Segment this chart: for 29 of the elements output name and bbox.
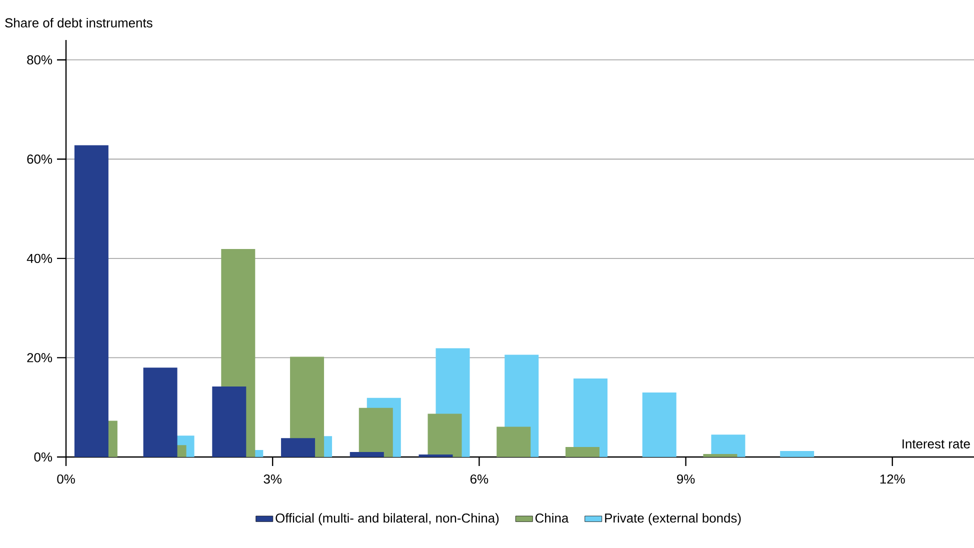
- bar: [350, 452, 384, 457]
- x-tick-label: 0%: [57, 474, 75, 484]
- bar: [703, 454, 738, 457]
- y-tick-label: 20%: [27, 353, 52, 362]
- x-tick-label: 9%: [677, 474, 695, 484]
- x-tick-label: 3%: [264, 474, 282, 484]
- bar: [780, 451, 814, 457]
- x-tick-label: 12%: [880, 474, 905, 484]
- x-tick-label: 6%: [470, 474, 488, 484]
- legend-label: Official (multi- and bilateral, non-China): [276, 513, 499, 526]
- y-axis-title: Share of debt instruments: [5, 18, 152, 28]
- bar: [281, 438, 316, 457]
- x-axis-title: Interest rate: [902, 439, 970, 448]
- bar: [428, 414, 462, 457]
- y-tick-label: 40%: [26, 254, 52, 263]
- bar: [212, 386, 246, 457]
- bar: [358, 408, 393, 457]
- bar: [143, 368, 178, 457]
- bar: [573, 378, 608, 457]
- y-tick-label: 80%: [27, 55, 52, 64]
- legend-label: Private (external bonds): [605, 513, 741, 526]
- y-tick-label: 60%: [27, 154, 52, 164]
- bar: [642, 392, 676, 457]
- bar: [496, 426, 531, 457]
- legend-label: China: [535, 513, 569, 523]
- y-tick-label: 0%: [34, 452, 52, 462]
- bar: [565, 447, 600, 457]
- bar: [711, 434, 746, 457]
- bar: [74, 145, 108, 457]
